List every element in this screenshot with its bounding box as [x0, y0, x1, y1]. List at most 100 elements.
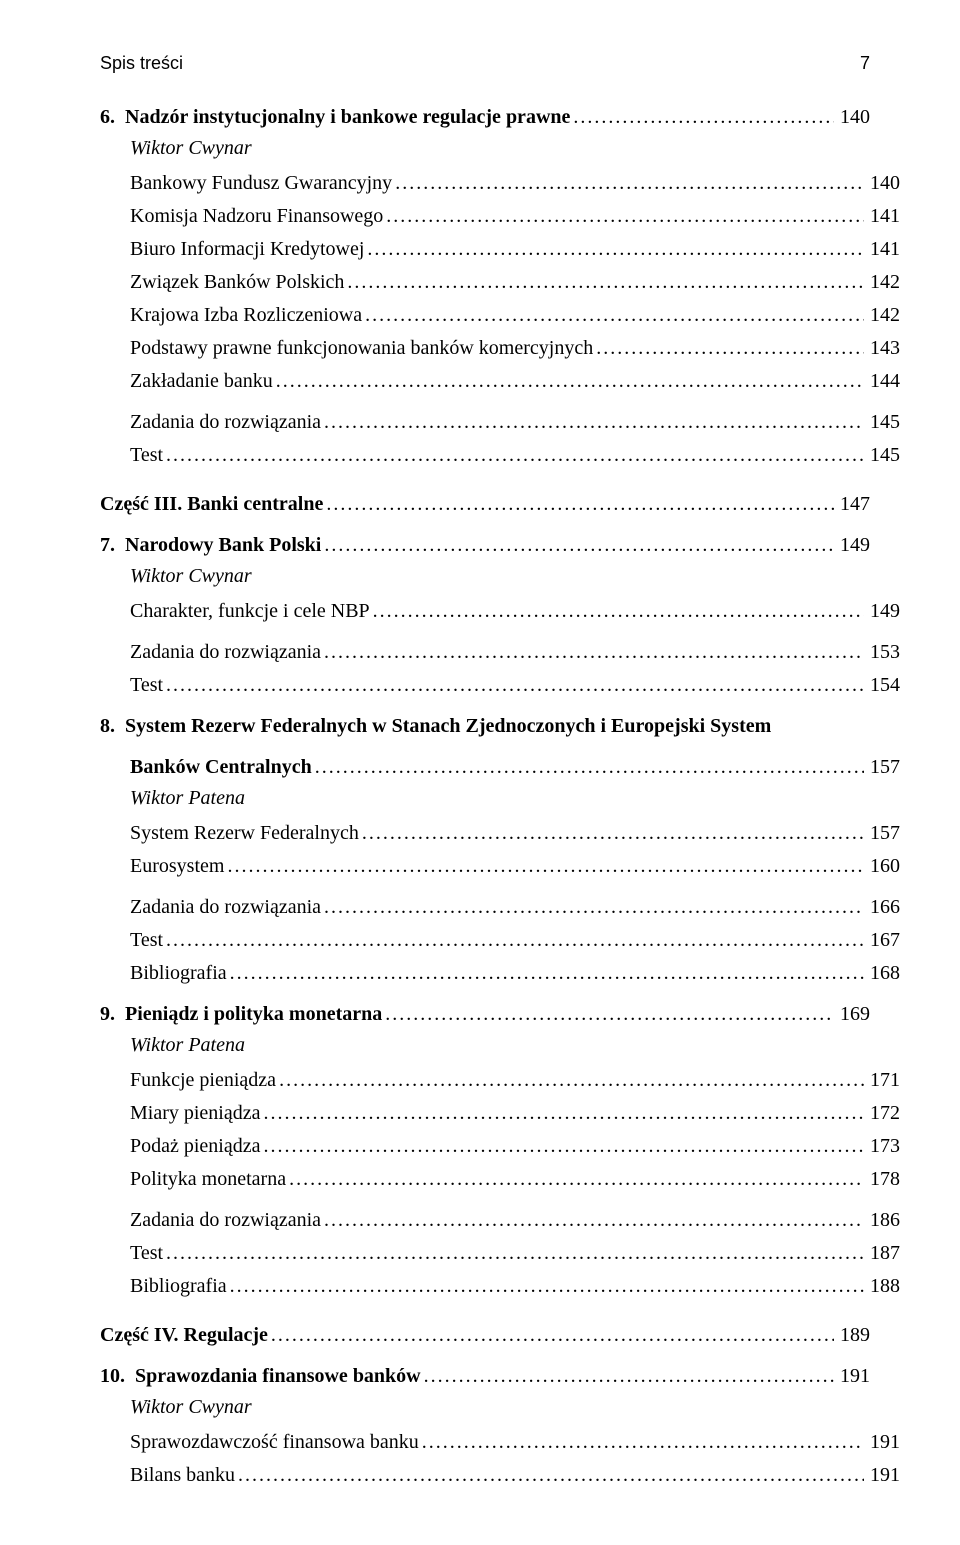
- toc-page-number: 143: [864, 333, 900, 364]
- toc-subentry: Podstawy prawne funkcjonowania banków ko…: [100, 333, 900, 364]
- toc-sub-title: Polityka monetarna: [130, 1164, 286, 1195]
- toc-chapter-title: 10. Sprawozdania finansowe banków: [100, 1361, 421, 1392]
- toc-subentry: Krajowa Izba Rozliczeniowa..............…: [100, 300, 900, 331]
- toc-page-number: 167: [864, 925, 900, 956]
- toc-chapter-title: 6. Nadzór instytucjonalny i bankowe regu…: [100, 102, 570, 133]
- leader-dots: ........................................…: [273, 366, 864, 397]
- spacer: [100, 629, 870, 635]
- leader-dots: ........................................…: [359, 818, 864, 849]
- toc-page-number: 188: [864, 1271, 900, 1302]
- toc-page-number: 173: [864, 1131, 900, 1162]
- leader-dots: ........................................…: [312, 752, 864, 783]
- toc-page-number: 160: [864, 851, 900, 882]
- toc-subentry: Funkcje pieniądza.......................…: [100, 1065, 900, 1096]
- toc-sub-title: Zadania do rozwiązania: [130, 407, 321, 438]
- spacer: [100, 1197, 870, 1203]
- toc-chapter: 9. Pieniądz i polityka monetarna........…: [100, 999, 870, 1030]
- toc-sub-title: Zadania do rozwiązania: [130, 892, 321, 923]
- toc-sub-title: Zadania do rozwiązania: [130, 637, 321, 668]
- toc-part-title: Część IV. Regulacje: [100, 1320, 268, 1351]
- toc-subentry: Test....................................…: [100, 440, 900, 471]
- toc-subentry: Test....................................…: [100, 925, 900, 956]
- toc-author: Wiktor Cwynar: [100, 561, 870, 592]
- toc-chapter-continuation: Banków Centralnych......................…: [100, 752, 900, 783]
- toc-sub-title: Podaż pieniądza: [130, 1131, 261, 1162]
- leader-dots: ........................................…: [421, 1361, 834, 1392]
- toc-author: Wiktor Cwynar: [100, 133, 870, 164]
- toc-chapter-title: 7. Narodowy Bank Polski: [100, 530, 321, 561]
- leader-dots: ........................................…: [593, 333, 864, 364]
- toc-sub-title: Krajowa Izba Rozliczeniowa: [130, 300, 362, 331]
- toc-part: Część III. Banki centralne..............…: [100, 489, 870, 520]
- toc-subentry: Bibliografia............................…: [100, 1271, 900, 1302]
- toc-page-number: 157: [864, 818, 900, 849]
- leader-dots: ........................................…: [163, 925, 864, 956]
- toc-subentry: Bankowy Fundusz Gwarancyjny.............…: [100, 168, 900, 199]
- toc-subentry: Test....................................…: [100, 670, 900, 701]
- toc-page-number: 168: [864, 958, 900, 989]
- toc-sub-title: Zadania do rozwiązania: [130, 1205, 321, 1236]
- toc-subentry: Zakładanie banku........................…: [100, 366, 900, 397]
- toc-subentry: Test....................................…: [100, 1238, 900, 1269]
- toc-chapter: 6. Nadzór instytucjonalny i bankowe regu…: [100, 102, 870, 133]
- leader-dots: ........................................…: [321, 407, 864, 438]
- toc-subentry: Sprawozdawczość finansowa banku.........…: [100, 1427, 900, 1458]
- leader-dots: ........................................…: [321, 892, 864, 923]
- toc-page-number: 157: [864, 752, 900, 783]
- toc-subentry: Zadania do rozwiązania..................…: [100, 407, 900, 438]
- toc-sub-title: Zakładanie banku: [130, 366, 273, 397]
- toc-subentry: Zadania do rozwiązania..................…: [100, 1205, 900, 1236]
- toc-page-number: 149: [834, 530, 870, 561]
- toc-page-number: 191: [864, 1460, 900, 1491]
- toc-page-number: 171: [864, 1065, 900, 1096]
- toc-subentry: Komisja Nadzoru Finansowego.............…: [100, 201, 900, 232]
- toc-subentry: Bibliografia............................…: [100, 958, 900, 989]
- toc-sub-title: Związek Banków Polskich: [130, 267, 344, 298]
- leader-dots: ........................................…: [163, 1238, 864, 1269]
- leader-dots: ........................................…: [344, 267, 864, 298]
- toc-page-number: 140: [864, 168, 900, 199]
- toc-chapter: 7. Narodowy Bank Polski.................…: [100, 530, 870, 561]
- toc-chapter: 10. Sprawozdania finansowe banków.......…: [100, 1361, 870, 1392]
- toc-page-number: 142: [864, 300, 900, 331]
- toc-subentry: Zadania do rozwiązania..................…: [100, 892, 900, 923]
- leader-dots: ........................................…: [383, 201, 864, 232]
- toc-sub-title: Funkcje pieniądza: [130, 1065, 276, 1096]
- toc-sub-title: Charakter, funkcje i cele NBP: [130, 596, 370, 627]
- leader-dots: ........................................…: [276, 1065, 864, 1096]
- toc-subentry: Zadania do rozwiązania..................…: [100, 637, 900, 668]
- leader-dots: ........................................…: [227, 958, 864, 989]
- toc-page-number: 145: [864, 440, 900, 471]
- toc-page-number: 154: [864, 670, 900, 701]
- toc-subentry: System Rezerw Federalnych...............…: [100, 818, 900, 849]
- toc-sub-title: Bilans banku: [130, 1460, 235, 1491]
- toc-subentry: Miary pieniądza.........................…: [100, 1098, 900, 1129]
- leader-dots: ........................................…: [163, 670, 864, 701]
- leader-dots: ........................................…: [163, 440, 864, 471]
- toc-subentry: Polityka monetarna......................…: [100, 1164, 900, 1195]
- toc-sub-title: Bankowy Fundusz Gwarancyjny: [130, 168, 392, 199]
- leader-dots: ........................................…: [321, 637, 864, 668]
- toc-page-number: 141: [864, 201, 900, 232]
- toc-subentry: Bilans banku............................…: [100, 1460, 900, 1491]
- toc-page-number: 166: [864, 892, 900, 923]
- toc-sub-title: Bibliografia: [130, 1271, 227, 1302]
- spacer: [100, 884, 870, 890]
- leader-dots: ........................................…: [370, 596, 864, 627]
- toc-sub-title: Komisja Nadzoru Finansowego: [130, 201, 383, 232]
- toc-chapter: 8. System Rezerw Federalnych w Stanach Z…: [100, 711, 870, 742]
- toc-subentry: Podaż pieniądza.........................…: [100, 1131, 900, 1162]
- toc-subentry: Biuro Informacji Kredytowej.............…: [100, 234, 900, 265]
- toc-subentry: Eurosystem..............................…: [100, 851, 900, 882]
- toc-page-number: 178: [864, 1164, 900, 1195]
- running-head-title: Spis treści: [100, 50, 183, 78]
- toc-page-number: 186: [864, 1205, 900, 1236]
- toc-sub-title: Podstawy prawne funkcjonowania banków ko…: [130, 333, 593, 364]
- leader-dots: ........................................…: [224, 851, 864, 882]
- toc-page-number: 172: [864, 1098, 900, 1129]
- toc-page-number: 169: [834, 999, 870, 1030]
- toc-author: Wiktor Patena: [100, 783, 870, 814]
- leader-dots: ........................................…: [268, 1320, 834, 1351]
- running-head-page: 7: [860, 50, 870, 78]
- leader-dots: ........................................…: [286, 1164, 864, 1195]
